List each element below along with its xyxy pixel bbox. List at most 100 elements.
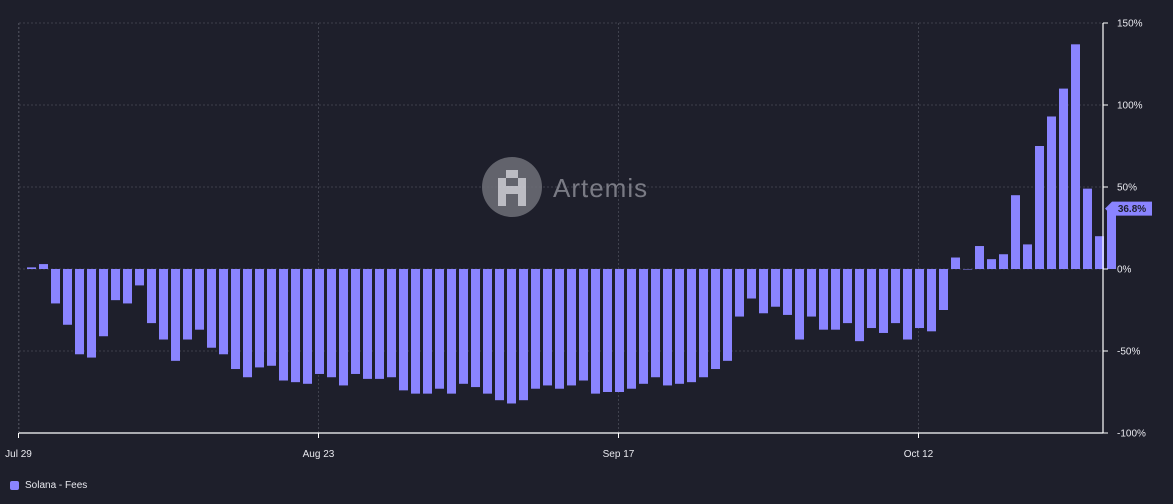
bar[interactable] xyxy=(255,269,264,368)
bar[interactable] xyxy=(183,269,192,340)
bar[interactable] xyxy=(471,269,480,388)
bar[interactable] xyxy=(543,269,552,386)
bar[interactable] xyxy=(927,269,936,332)
y-tick-label: 50% xyxy=(1117,183,1137,194)
bar[interactable] xyxy=(351,269,360,374)
bar[interactable] xyxy=(51,269,60,304)
bar[interactable] xyxy=(807,269,816,317)
bar[interactable] xyxy=(495,269,504,401)
bar[interactable] xyxy=(207,269,216,348)
bar[interactable] xyxy=(855,269,864,342)
bar[interactable] xyxy=(27,267,36,269)
bar[interactable] xyxy=(411,269,420,394)
legend[interactable]: Solana - Fees xyxy=(10,480,87,491)
bar[interactable] xyxy=(87,269,96,358)
bar[interactable] xyxy=(555,269,564,389)
bar[interactable] xyxy=(699,269,708,378)
bar[interactable] xyxy=(387,269,396,378)
bar[interactable] xyxy=(363,269,372,379)
bar[interactable] xyxy=(459,269,468,384)
bar[interactable] xyxy=(639,269,648,384)
bar[interactable] xyxy=(447,269,456,394)
bar[interactable] xyxy=(147,269,156,324)
bar[interactable] xyxy=(903,269,912,340)
bar[interactable] xyxy=(723,269,732,361)
bar[interactable] xyxy=(675,269,684,384)
bar[interactable] xyxy=(759,269,768,314)
bar[interactable] xyxy=(1095,236,1104,269)
bar[interactable] xyxy=(795,269,804,340)
bar[interactable] xyxy=(711,269,720,370)
bar[interactable] xyxy=(435,269,444,389)
bar[interactable] xyxy=(951,257,960,269)
bar[interactable] xyxy=(519,269,528,401)
y-tick-label: 100% xyxy=(1117,101,1143,112)
bar[interactable] xyxy=(531,269,540,389)
bar[interactable] xyxy=(783,269,792,315)
bar[interactable] xyxy=(1023,244,1032,269)
bar[interactable] xyxy=(327,269,336,378)
bar[interactable] xyxy=(999,254,1008,269)
x-tick-label: Jul 29 xyxy=(5,449,32,460)
bar[interactable] xyxy=(567,269,576,386)
bar[interactable] xyxy=(303,269,312,384)
axes xyxy=(18,22,1108,438)
bars xyxy=(27,44,1116,404)
bar[interactable] xyxy=(687,269,696,383)
bar[interactable] xyxy=(267,269,276,366)
bar[interactable] xyxy=(651,269,660,378)
bar[interactable] xyxy=(195,269,204,330)
bar[interactable] xyxy=(663,269,672,386)
bar[interactable] xyxy=(975,246,984,269)
bar[interactable] xyxy=(291,269,300,383)
bar[interactable] xyxy=(1071,44,1080,269)
bar[interactable] xyxy=(39,264,48,269)
bar[interactable] xyxy=(279,269,288,381)
bar[interactable] xyxy=(915,269,924,329)
bar[interactable] xyxy=(315,269,324,374)
bar[interactable] xyxy=(1107,208,1116,269)
bar[interactable] xyxy=(339,269,348,386)
bar[interactable] xyxy=(627,269,636,389)
bar[interactable] xyxy=(615,269,624,392)
bar[interactable] xyxy=(963,269,972,270)
bar[interactable] xyxy=(1047,116,1056,269)
bar[interactable] xyxy=(159,269,168,340)
bar[interactable] xyxy=(1011,195,1020,269)
bar[interactable] xyxy=(231,269,240,370)
bar[interactable] xyxy=(987,259,996,269)
bar[interactable] xyxy=(75,269,84,355)
bar[interactable] xyxy=(603,269,612,392)
bar[interactable] xyxy=(867,269,876,329)
last-value-badge: 36.8% xyxy=(1105,201,1152,216)
bar[interactable] xyxy=(819,269,828,330)
bar[interactable] xyxy=(735,269,744,317)
bar[interactable] xyxy=(483,269,492,394)
bar[interactable] xyxy=(879,269,888,333)
bar[interactable] xyxy=(939,269,948,310)
bar[interactable] xyxy=(423,269,432,394)
bar[interactable] xyxy=(579,269,588,381)
bar[interactable] xyxy=(747,269,756,299)
bar[interactable] xyxy=(507,269,516,404)
bar[interactable] xyxy=(1059,88,1068,269)
bar[interactable] xyxy=(843,269,852,324)
bar[interactable] xyxy=(123,269,132,304)
bar[interactable] xyxy=(111,269,120,301)
bar[interactable] xyxy=(219,269,228,355)
bar[interactable] xyxy=(135,269,144,286)
bar[interactable] xyxy=(891,269,900,324)
bar[interactable] xyxy=(591,269,600,394)
bar[interactable] xyxy=(1035,146,1044,269)
tick-labels: 150% 100% 50% 0% -50% -100% Jul 29 Aug 23 Sep 17… xyxy=(5,19,1152,460)
bar[interactable] xyxy=(831,269,840,330)
bar[interactable] xyxy=(171,269,180,361)
bar[interactable] xyxy=(771,269,780,307)
bar[interactable] xyxy=(63,269,72,325)
bar[interactable] xyxy=(243,269,252,378)
bar[interactable] xyxy=(1083,188,1092,269)
bar[interactable] xyxy=(99,269,108,337)
bar[interactable] xyxy=(375,269,384,379)
bar[interactable] xyxy=(399,269,408,391)
